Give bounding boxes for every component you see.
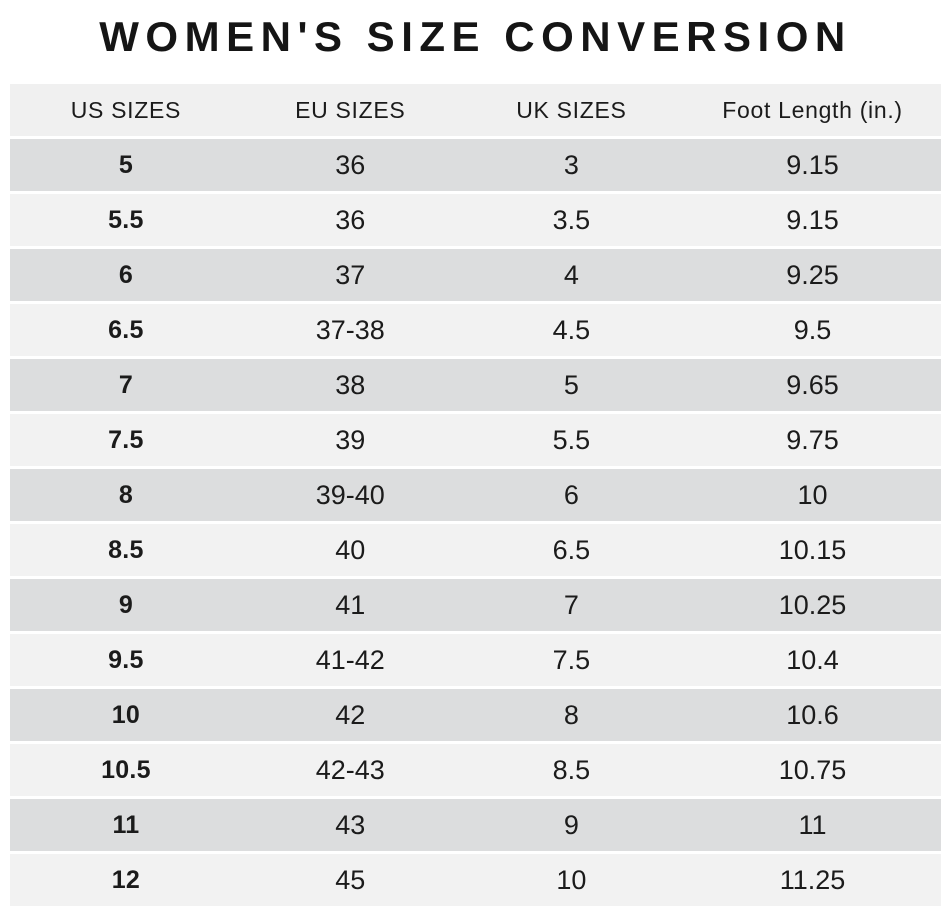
cell-us-sizes: 5 [10, 137, 242, 195]
cell-uk-sizes: 4.5 [458, 302, 685, 360]
cell-foot-length-in: 10 [684, 467, 941, 525]
cell-eu-sizes: 41 [241, 577, 459, 635]
cell-eu-sizes: 41-42 [241, 632, 459, 690]
cell-eu-sizes: 38 [241, 357, 459, 415]
cell-us-sizes: 10 [10, 687, 242, 745]
cell-foot-length-in: 10.75 [684, 742, 941, 800]
cell-foot-length-in: 9.15 [684, 137, 941, 195]
cell-us-sizes: 10.5 [10, 742, 242, 800]
table-header-row: US SIZES EU SIZES UK SIZES Foot Length (in.… [10, 84, 941, 140]
cell-uk-sizes: 6.5 [458, 522, 685, 580]
table-row: 11 43 9 11 [10, 797, 941, 855]
cell-uk-sizes: 5 [458, 357, 685, 415]
cell-uk-sizes: 4 [458, 247, 685, 305]
table-row: 9 41 7 10.25 [10, 577, 941, 635]
cell-uk-sizes: 3.5 [458, 192, 685, 250]
table-row: 12 45 10 11.25 [10, 852, 941, 910]
table-row: 7.5 39 5.5 9.75 [10, 412, 941, 470]
cell-uk-sizes: 3 [458, 137, 685, 195]
cell-foot-length-in: 11.25 [684, 852, 941, 910]
page-title: WOMEN'S SIZE CONVERSION [99, 13, 852, 60]
cell-eu-sizes: 37 [241, 247, 459, 305]
cell-foot-length-in: 9.15 [684, 192, 941, 250]
cell-foot-length-in: 10.6 [684, 687, 941, 745]
table-row: 9.5 41-42 7.5 10.4 [10, 632, 941, 690]
cell-foot-length-in: 10.15 [684, 522, 941, 580]
cell-us-sizes: 8.5 [10, 522, 242, 580]
column-header-us-sizes: US SIZES [10, 84, 242, 140]
cell-us-sizes: 9.5 [10, 632, 242, 690]
cell-us-sizes: 7.5 [10, 412, 242, 470]
column-header-uk-sizes: UK SIZES [458, 84, 685, 140]
cell-us-sizes: 8 [10, 467, 242, 525]
cell-foot-length-in: 11 [684, 797, 941, 855]
cell-eu-sizes: 39 [241, 412, 459, 470]
table-body: 5 36 3 9.15 5.5 36 3.5 9.15 6 37 4 9.25 6.5 37-38 4.5 9… [10, 137, 941, 910]
cell-uk-sizes: 6 [458, 467, 685, 525]
cell-uk-sizes: 10 [458, 852, 685, 910]
column-header-eu-sizes: EU SIZES [241, 84, 459, 140]
cell-us-sizes: 6 [10, 247, 242, 305]
cell-eu-sizes: 36 [241, 137, 459, 195]
cell-us-sizes: 5.5 [10, 192, 242, 250]
table-row: 6 37 4 9.25 [10, 247, 941, 305]
cell-us-sizes: 6.5 [10, 302, 242, 360]
cell-eu-sizes: 45 [241, 852, 459, 910]
cell-foot-length-in: 9.75 [684, 412, 941, 470]
cell-us-sizes: 9 [10, 577, 242, 635]
cell-us-sizes: 12 [10, 852, 242, 910]
cell-foot-length-in: 9.25 [684, 247, 941, 305]
table-row: 10 42 8 10.6 [10, 687, 941, 745]
table-row: 7 38 5 9.65 [10, 357, 941, 415]
cell-uk-sizes: 7 [458, 577, 685, 635]
cell-us-sizes: 7 [10, 357, 242, 415]
cell-eu-sizes: 42-43 [241, 742, 459, 800]
cell-eu-sizes: 39-40 [241, 467, 459, 525]
cell-eu-sizes: 42 [241, 687, 459, 745]
table-row: 8 39-40 6 10 [10, 467, 941, 525]
cell-uk-sizes: 8 [458, 687, 685, 745]
cell-foot-length-in: 9.65 [684, 357, 941, 415]
cell-uk-sizes: 8.5 [458, 742, 685, 800]
table-row: 8.5 40 6.5 10.15 [10, 522, 941, 580]
cell-eu-sizes: 37-38 [241, 302, 459, 360]
cell-eu-sizes: 36 [241, 192, 459, 250]
cell-uk-sizes: 5.5 [458, 412, 685, 470]
table-row: 6.5 37-38 4.5 9.5 [10, 302, 941, 360]
cell-eu-sizes: 43 [241, 797, 459, 855]
table-row: 5 36 3 9.15 [10, 137, 941, 195]
cell-us-sizes: 11 [10, 797, 242, 855]
size-conversion-table: US SIZES EU SIZES UK SIZES Foot Length (in.… [10, 84, 941, 910]
cell-uk-sizes: 7.5 [458, 632, 685, 690]
cell-eu-sizes: 40 [241, 522, 459, 580]
column-header-foot-length-in: Foot Length (in.) [684, 84, 941, 140]
cell-foot-length-in: 10.25 [684, 577, 941, 635]
cell-uk-sizes: 9 [458, 797, 685, 855]
table-row: 10.5 42-43 8.5 10.75 [10, 742, 941, 800]
table-row: 5.5 36 3.5 9.15 [10, 192, 941, 250]
cell-foot-length-in: 9.5 [684, 302, 941, 360]
cell-foot-length-in: 10.4 [684, 632, 941, 690]
